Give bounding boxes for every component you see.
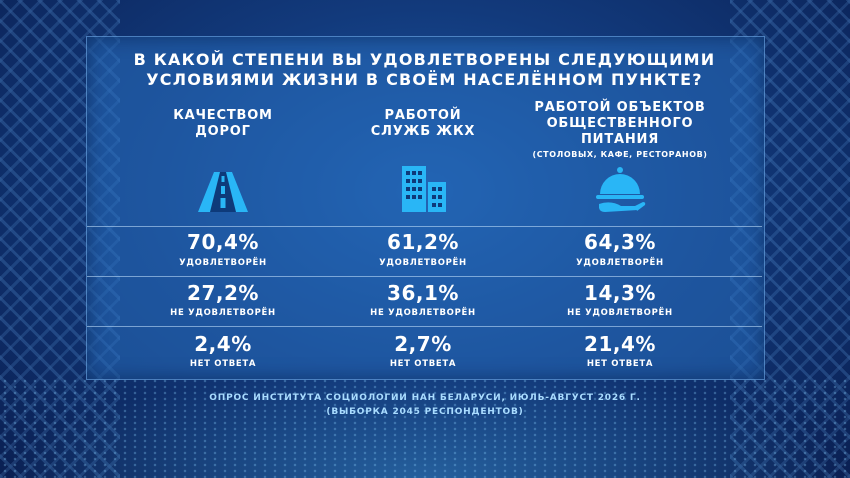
row-divider-3 <box>87 326 762 327</box>
catering-satisfied-value: 64,3% <box>584 230 656 254</box>
footer-line-2: (ВЫБОРКА 2045 РЕСПОНДЕНТОВ) <box>326 407 524 417</box>
roads-unsatisfied-label: НЕ УДОВЛЕТВОРЁН <box>170 308 276 318</box>
heading-catering: РАБОТОЙ ОБЪЕКТОВ ОБЩЕСТВЕННОГО ПИТАНИЯ (… <box>510 100 730 162</box>
heading-housing: РАБОТОЙ СЛУЖБ ЖКХ <box>313 108 533 140</box>
housing-no-answer-label: НЕТ ОТВЕТА <box>389 359 457 369</box>
heading-roads-line1: КАЧЕСТВОМ <box>173 108 273 123</box>
heading-catering-line2: ОБЩЕСТВЕННОГО ПИТАНИЯ <box>546 116 694 147</box>
title-line-2: УСЛОВИЯМИ ЖИЗНИ В СВОЁМ НАСЕЛЁННОМ ПУНКТ… <box>146 70 703 89</box>
bottom-glow <box>0 368 850 478</box>
road-icon <box>196 170 250 218</box>
survey-question: В КАКОЙ СТЕПЕНИ ВЫ УДОВЛЕТВОРЕНЫ СЛЕДУЮЩ… <box>86 50 763 90</box>
heading-catering-line1: РАБОТОЙ ОБЪЕКТОВ <box>534 100 706 115</box>
roads-unsatisfied-value: 27,2% <box>187 281 259 305</box>
heading-roads: КАЧЕСТВОМ ДОРОГ <box>113 108 333 140</box>
heading-catering-sub: (СТОЛОВЫХ, КАФЕ, РЕСТОРАНОВ) <box>532 150 708 159</box>
catering-unsatisfied-value: 14,3% <box>584 281 656 305</box>
roads-no-answer-value: 2,4% <box>194 332 252 356</box>
footer-line-1: ОПРОС ИНСТИТУТА СОЦИОЛОГИИ НАН БЕЛАРУСИ,… <box>209 393 641 403</box>
housing-unsatisfied-value: 36,1% <box>387 281 459 305</box>
survey-source: ОПРОС ИНСТИТУТА СОЦИОЛОГИИ НАН БЕЛАРУСИ,… <box>0 391 850 419</box>
heading-housing-line1: РАБОТОЙ <box>384 108 462 123</box>
roads-satisfied-value: 70,4% <box>187 230 259 254</box>
housing-satisfied-value: 61,2% <box>387 230 459 254</box>
roads-satisfied-label: УДОВЛЕТВОРЁН <box>179 258 267 268</box>
housing-no-answer-value: 2,7% <box>394 332 452 356</box>
roads-no-answer-label: НЕТ ОТВЕТА <box>189 359 257 369</box>
housing-unsatisfied-label: НЕ УДОВЛЕТВОРЁН <box>370 308 476 318</box>
row-divider-2 <box>87 276 762 277</box>
row-divider-1 <box>87 226 762 227</box>
catering-no-answer-value: 21,4% <box>584 332 656 356</box>
heading-roads-line2: ДОРОГ <box>195 124 251 139</box>
heading-housing-line2: СЛУЖБ ЖКХ <box>370 124 476 139</box>
catering-satisfied-label: УДОВЛЕТВОРЁН <box>576 258 664 268</box>
buildings-icon <box>396 164 450 218</box>
serving-cloche-icon <box>591 164 649 218</box>
title-line-1: В КАКОЙ СТЕПЕНИ ВЫ УДОВЛЕТВОРЕНЫ СЛЕДУЮЩ… <box>133 50 716 69</box>
catering-unsatisfied-label: НЕ УДОВЛЕТВОРЁН <box>567 308 673 318</box>
bottom-dots <box>0 378 850 478</box>
housing-satisfied-label: УДОВЛЕТВОРЁН <box>379 258 467 268</box>
catering-no-answer-label: НЕТ ОТВЕТА <box>586 359 654 369</box>
